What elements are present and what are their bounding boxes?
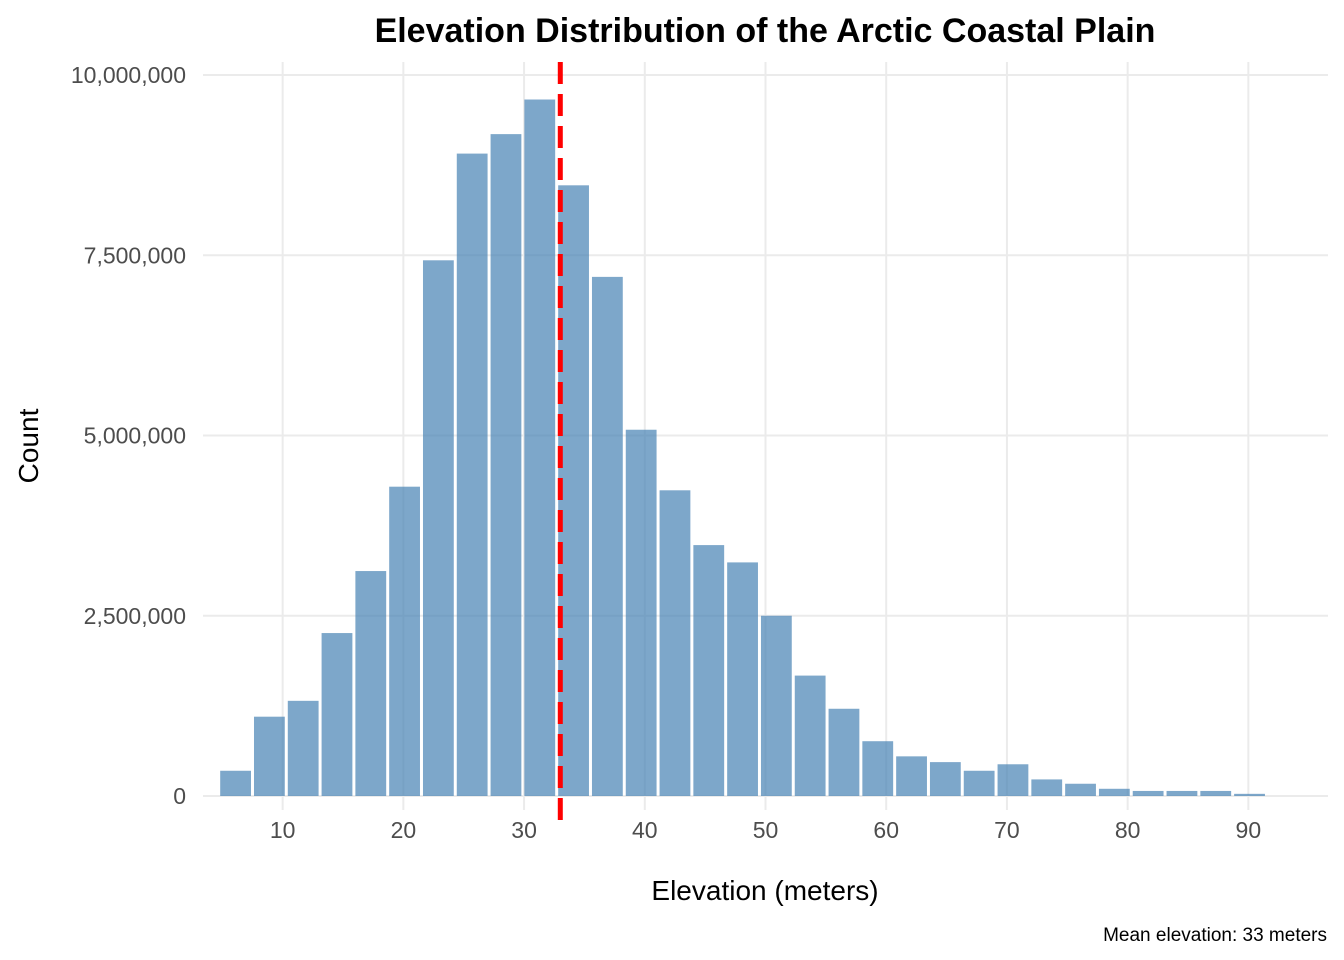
- histogram-bar: [1166, 790, 1198, 796]
- histogram-bar: [760, 615, 792, 796]
- histogram-bar: [625, 429, 657, 796]
- x-tick-label: 80: [1115, 817, 1141, 843]
- histogram-bar: [355, 571, 387, 796]
- histogram-bar: [862, 741, 894, 796]
- histogram-bar: [727, 562, 758, 796]
- histogram-bar: [591, 276, 623, 796]
- x-axis-title: Elevation (meters): [651, 875, 878, 906]
- histogram-bar: [1132, 790, 1164, 796]
- histogram-bar: [1200, 790, 1232, 796]
- y-tick-label: 5,000,000: [84, 423, 186, 449]
- histogram-bar: [321, 633, 353, 796]
- x-tick-label: 90: [1236, 817, 1262, 843]
- y-tick-label: 10,000,000: [71, 62, 186, 88]
- histogram-bar: [963, 770, 995, 796]
- x-tick-label: 20: [391, 817, 417, 843]
- x-tick-label: 30: [511, 817, 537, 843]
- histogram-bar: [929, 762, 961, 796]
- y-axis-ticks: 0 2,500,000 5,000,000 7,500,000 10,000,000: [71, 62, 186, 809]
- histogram-bars: [220, 99, 1265, 797]
- histogram-bar: [997, 764, 1029, 796]
- histogram-bar: [1234, 793, 1265, 796]
- histogram-bar: [794, 675, 826, 796]
- histogram-bar: [287, 700, 319, 796]
- histogram-bar: [693, 545, 725, 796]
- chart-caption: Mean elevation: 33 meters: [1103, 925, 1327, 946]
- histogram-bar: [1065, 783, 1096, 796]
- y-axis-title: Count: [13, 408, 44, 483]
- histogram-bar: [389, 486, 420, 796]
- histogram-bar: [1098, 788, 1130, 796]
- y-tick-label: 7,500,000: [84, 242, 186, 268]
- x-tick-label: 70: [994, 817, 1020, 843]
- y-tick-label: 0: [173, 783, 186, 809]
- y-tick-label: 2,500,000: [84, 603, 186, 629]
- x-tick-label: 40: [632, 817, 658, 843]
- histogram-bar: [558, 185, 589, 797]
- histogram-bar: [659, 490, 691, 796]
- histogram-bar: [456, 153, 488, 797]
- histogram-bar: [524, 99, 556, 797]
- x-tick-label: 60: [873, 817, 899, 843]
- histogram-bar: [1031, 779, 1063, 796]
- histogram-bar: [253, 716, 285, 796]
- x-axis-ticks: 10 20 30 40 50 60 70 80 90: [270, 817, 1261, 843]
- x-tick-label: 10: [270, 817, 296, 843]
- x-tick-label: 50: [753, 817, 779, 843]
- histogram-bar: [896, 756, 927, 796]
- chart-title: Elevation Distribution of the Arctic Coa…: [375, 12, 1156, 50]
- histogram-bar: [422, 260, 454, 796]
- histogram-bar: [490, 134, 522, 796]
- histogram-bar: [828, 708, 860, 796]
- histogram-bar: [220, 770, 251, 796]
